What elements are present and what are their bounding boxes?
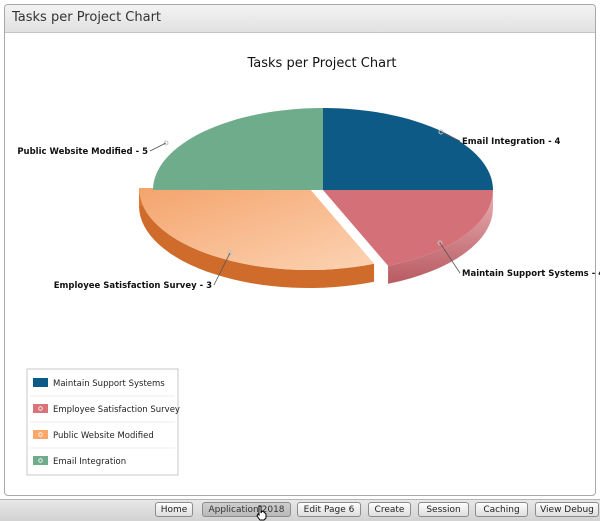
legend-swatch <box>33 378 48 387</box>
legend-swatch <box>33 404 48 413</box>
create-button[interactable]: Create <box>368 502 411 517</box>
legend-swatch-marker <box>38 458 43 463</box>
legend-swatch <box>33 430 48 439</box>
home-button[interactable]: Home <box>155 502 193 517</box>
pie-slice-side <box>388 190 493 284</box>
legend-label[interactable]: Maintain Support Systems <box>53 379 165 389</box>
edit-page-button[interactable]: Edit Page 6 <box>297 502 361 517</box>
pie-slice[interactable] <box>323 108 493 190</box>
region-title: Tasks per Project Chart <box>12 10 162 25</box>
label-leader-line <box>439 242 461 274</box>
label-leader-line <box>149 142 167 152</box>
pie-slice-side <box>139 188 375 288</box>
legend-swatch-marker <box>38 406 43 411</box>
view-debug-button[interactable]: View Debug <box>535 502 599 517</box>
application-button[interactable]: Application 2018 <box>202 502 291 517</box>
data-point-marker <box>438 129 444 135</box>
label-leader-line <box>213 252 231 286</box>
region-header: Tasks per Project Chart <box>5 5 595 33</box>
caching-button[interactable]: Caching <box>475 502 528 517</box>
pie-slice[interactable] <box>153 108 323 190</box>
pie-slice[interactable] <box>323 190 493 266</box>
label-leader-line <box>440 131 461 142</box>
legend-swatch-marker <box>38 432 43 437</box>
slice-data-label: Employee Satisfaction Survey - 3 <box>54 281 212 291</box>
data-point-marker <box>437 240 443 246</box>
data-point-marker <box>163 140 169 146</box>
slice-data-label: Maintain Support Systems - 4 <box>462 269 600 279</box>
data-point-marker <box>227 250 233 256</box>
pie-chart: Tasks per Project Chart Maintain Support… <box>17 56 600 476</box>
slice-data-label: Email Integration - 4 <box>462 137 561 147</box>
developer-toolbar: Home Application 2018 Edit Page 6 Create… <box>0 499 600 521</box>
chart-title: Tasks per Project Chart <box>246 56 396 71</box>
slice-data-label: Public Website Modified - 5 <box>17 147 148 157</box>
legend-label[interactable]: Email Integration <box>53 457 126 467</box>
legend-label[interactable]: Public Website Modified <box>53 431 154 441</box>
hand-cursor-icon <box>256 505 267 521</box>
session-button[interactable]: Session <box>418 502 469 517</box>
chart-legend: Maintain Support Systems Employee Satisfa… <box>26 368 180 476</box>
legend-label[interactable]: Employee Satisfaction Survey <box>53 405 180 415</box>
pie-slice[interactable] <box>139 188 375 270</box>
legend-swatch <box>33 456 48 465</box>
